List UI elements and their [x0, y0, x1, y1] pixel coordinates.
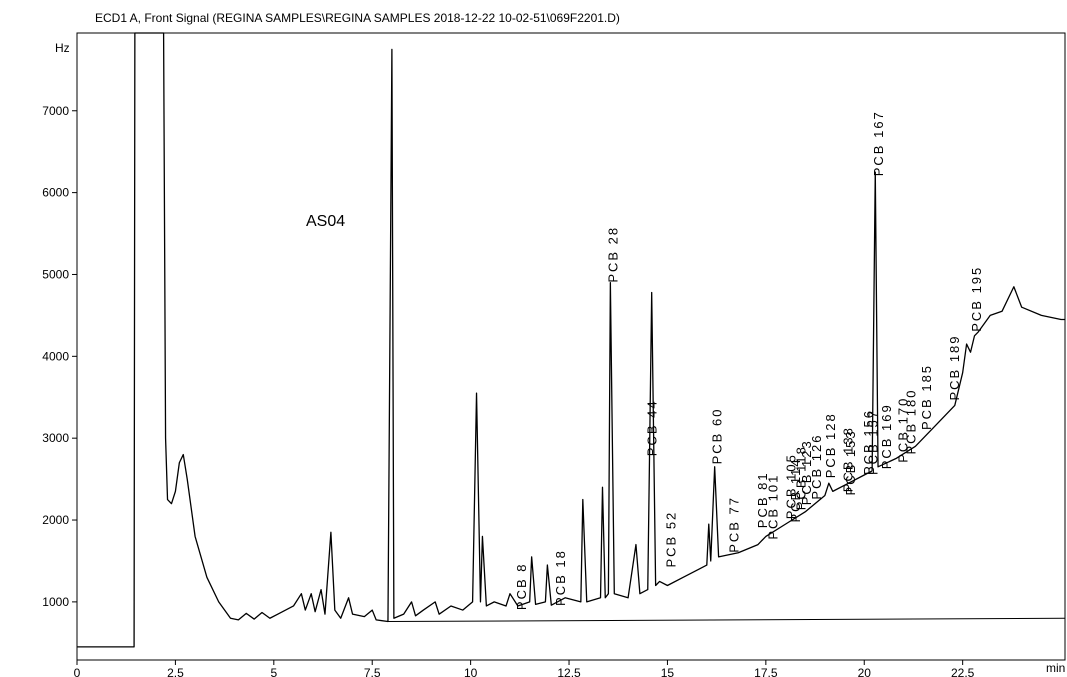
x-tick-label: 20 — [858, 666, 872, 677]
peak-label: PCB 180 — [903, 389, 918, 455]
peak-label: PCB 195 — [969, 266, 984, 332]
peak-label: PCB 52 — [663, 511, 678, 568]
x-tick-label: 22.5 — [951, 666, 975, 677]
peak-label: PCB 153 — [843, 429, 858, 495]
peak-label: PCB 8 — [514, 562, 529, 610]
x-tick-label: 12.5 — [557, 666, 581, 677]
peak-label: PCB 81 — [755, 471, 770, 528]
x-tick-label: 7.5 — [364, 666, 381, 677]
y-tick-label: 3000 — [42, 431, 69, 445]
peak-label: PCB 167 — [871, 110, 886, 176]
peak-label: PCB 138 — [841, 426, 856, 492]
peak-label: PCB 170 — [896, 397, 911, 463]
peak-label: PCB 185 — [919, 364, 934, 430]
peak-label: PCB 123 — [799, 439, 814, 505]
chart-title: ECD1 A, Front Signal (REGINA SAMPLES\REG… — [95, 11, 620, 25]
x-tick-label: 15 — [661, 666, 675, 677]
y-axis-label: Hz — [55, 41, 70, 55]
peak-label: PCB 118 — [793, 445, 808, 510]
peak-label: PCB 28 — [606, 226, 621, 283]
peak-label: PCB 157 — [865, 409, 880, 475]
peak-label: PCB 77 — [726, 496, 741, 553]
peak-label: PCB 105 — [783, 453, 798, 519]
x-tick-label: 17.5 — [754, 666, 778, 677]
peak-label: PCB 44 — [644, 399, 659, 456]
x-tick-label: 2.5 — [167, 666, 184, 677]
peak-label: PCB 126 — [809, 434, 824, 500]
y-tick-label: 1000 — [42, 595, 69, 609]
x-axis-label: min — [1046, 661, 1065, 675]
peak-label: PCB 156 — [861, 409, 876, 475]
peak-label: PCB 18 — [553, 549, 568, 606]
y-tick-label: 2000 — [42, 513, 69, 527]
peak-label: PCB 60 — [709, 408, 724, 465]
baseline-trace — [387, 617, 1066, 623]
peak-label: PCB 128 — [823, 412, 838, 478]
y-tick-label: 7000 — [42, 104, 69, 118]
y-tick-label: 6000 — [42, 186, 69, 200]
peak-label: PCB 114 — [788, 457, 803, 522]
plot-frame — [76, 32, 1066, 661]
y-tick-label: 5000 — [42, 267, 69, 281]
peak-label: PCB 101 — [765, 474, 780, 540]
x-tick-label: 5 — [270, 666, 277, 677]
x-tick-label: 0 — [74, 666, 81, 677]
y-tick-label: 4000 — [42, 349, 69, 363]
peak-label: PCB 169 — [879, 403, 894, 469]
signal-trace — [77, 32, 1065, 648]
peak-label: PCB 189 — [947, 334, 962, 400]
x-tick-label: 10 — [464, 666, 478, 677]
sample-label: AS04 — [306, 213, 345, 230]
